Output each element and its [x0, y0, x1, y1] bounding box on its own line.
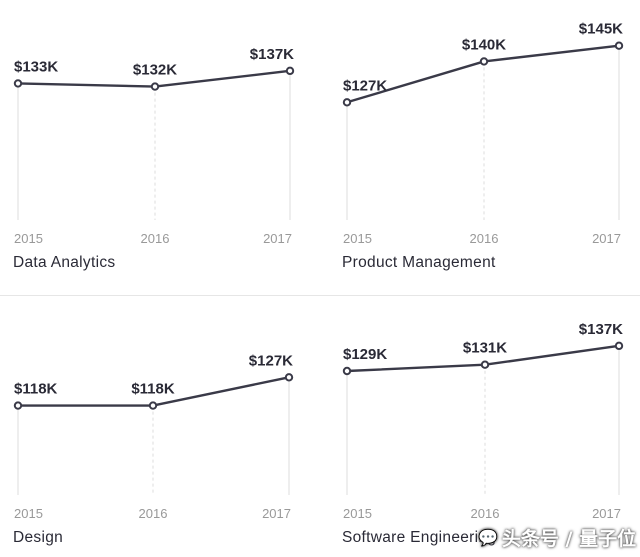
- data-point: [479, 57, 489, 66]
- data-point: [284, 373, 294, 382]
- wechat-icon: 💬: [478, 527, 498, 547]
- x-tick-label: 2017: [262, 506, 291, 521]
- data-label: $132K: [133, 62, 177, 79]
- x-tick-label: 2017: [592, 506, 621, 521]
- x-tick-label: 2016: [141, 231, 170, 246]
- watermark: 💬 头条号 / 量子位: [478, 522, 636, 552]
- data-label: $127K: [249, 352, 293, 369]
- x-tick-label: 2016: [139, 506, 168, 521]
- chart-title: Product Management: [342, 254, 496, 271]
- data-point: [148, 401, 158, 410]
- series-line: [346, 44, 620, 104]
- data-label: $127K: [343, 77, 387, 94]
- row-divider: [0, 295, 640, 296]
- data-point: [614, 41, 624, 50]
- x-tick-label: 2017: [592, 231, 621, 246]
- x-tick-label: 2016: [471, 506, 500, 521]
- x-tick-label: 2015: [343, 231, 372, 246]
- data-point: [13, 79, 23, 88]
- chart-title: Software Engineering: [342, 529, 496, 546]
- data-label: $145K: [579, 21, 623, 38]
- chart-product-management: $127K 2015 $140K 2016 $145K 2017 Product Manag…: [342, 21, 624, 271]
- x-tick-label: 2017: [263, 231, 292, 246]
- chart-software-engineering: $129K 2015 $131K 2016 $137K 2017 Software Engi…: [342, 321, 624, 546]
- data-point: [13, 401, 23, 410]
- data-point: [285, 66, 295, 76]
- chart-data-analytics: $133K 2015 $132K 2016 $137K 2017 Data Analytic…: [13, 46, 295, 271]
- chart-title: Data Analytics: [13, 254, 115, 271]
- data-label: $140K: [462, 36, 506, 53]
- data-point: [480, 360, 490, 369]
- x-tick-label: 2015: [343, 506, 372, 521]
- chart-title: Design: [13, 529, 63, 546]
- data-label: $131K: [463, 340, 507, 357]
- data-label: $133K: [14, 58, 58, 75]
- data-point: [342, 366, 352, 376]
- data-point: [150, 82, 160, 91]
- data-point: [342, 98, 352, 107]
- data-label: $137K: [579, 321, 623, 338]
- chart-design: $118K 2015 $118K 2016 $127K 2017 Design: [13, 352, 294, 546]
- data-label: $118K: [14, 381, 58, 398]
- watermark-text: 头条号 / 量子位: [501, 527, 637, 550]
- x-tick-label: 2015: [14, 506, 43, 521]
- x-tick-label: 2015: [14, 231, 43, 246]
- data-label: $129K: [343, 346, 387, 363]
- data-label: $137K: [250, 46, 294, 63]
- x-tick-label: 2016: [470, 231, 499, 246]
- data-point: [614, 341, 624, 351]
- data-label: $118K: [131, 381, 175, 398]
